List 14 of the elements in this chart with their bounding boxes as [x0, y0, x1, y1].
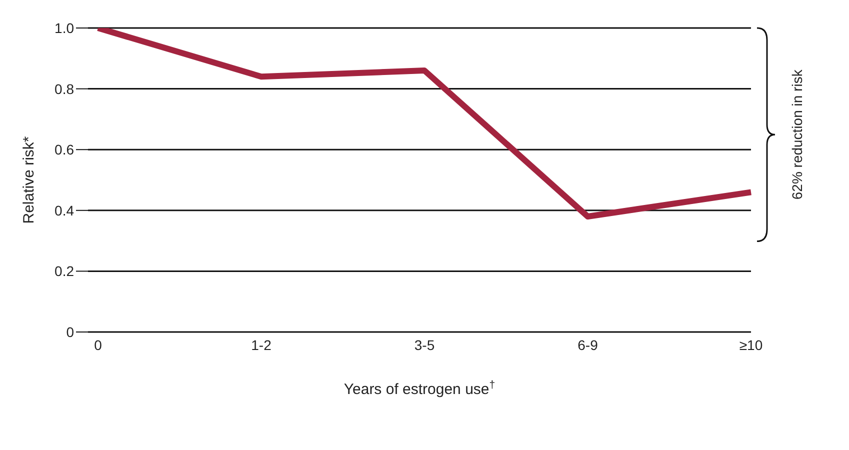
x-tick-label: 6-9	[578, 336, 598, 353]
text: 62% reduction in risk	[789, 68, 805, 200]
x-tick-label: 3-5	[414, 336, 435, 353]
y-tick-label: 1.0	[54, 20, 74, 36]
x-tick-label: 1-2	[251, 336, 272, 353]
x-tick-label: ≥10	[739, 336, 763, 353]
y-tick-label: 0	[66, 324, 74, 340]
y-tick-label: 0.2	[54, 263, 74, 280]
y-tick-label: 0.6	[54, 142, 74, 158]
x-tick-label: 0	[94, 336, 102, 353]
x-axis-title: Years of estrogen use$^{†}$	[344, 379, 496, 398]
y-tick-label: 0.4	[54, 202, 74, 218]
y-axis-title: Relative risk*	[20, 136, 38, 224]
y-tick-label: 0.8	[54, 80, 74, 97]
